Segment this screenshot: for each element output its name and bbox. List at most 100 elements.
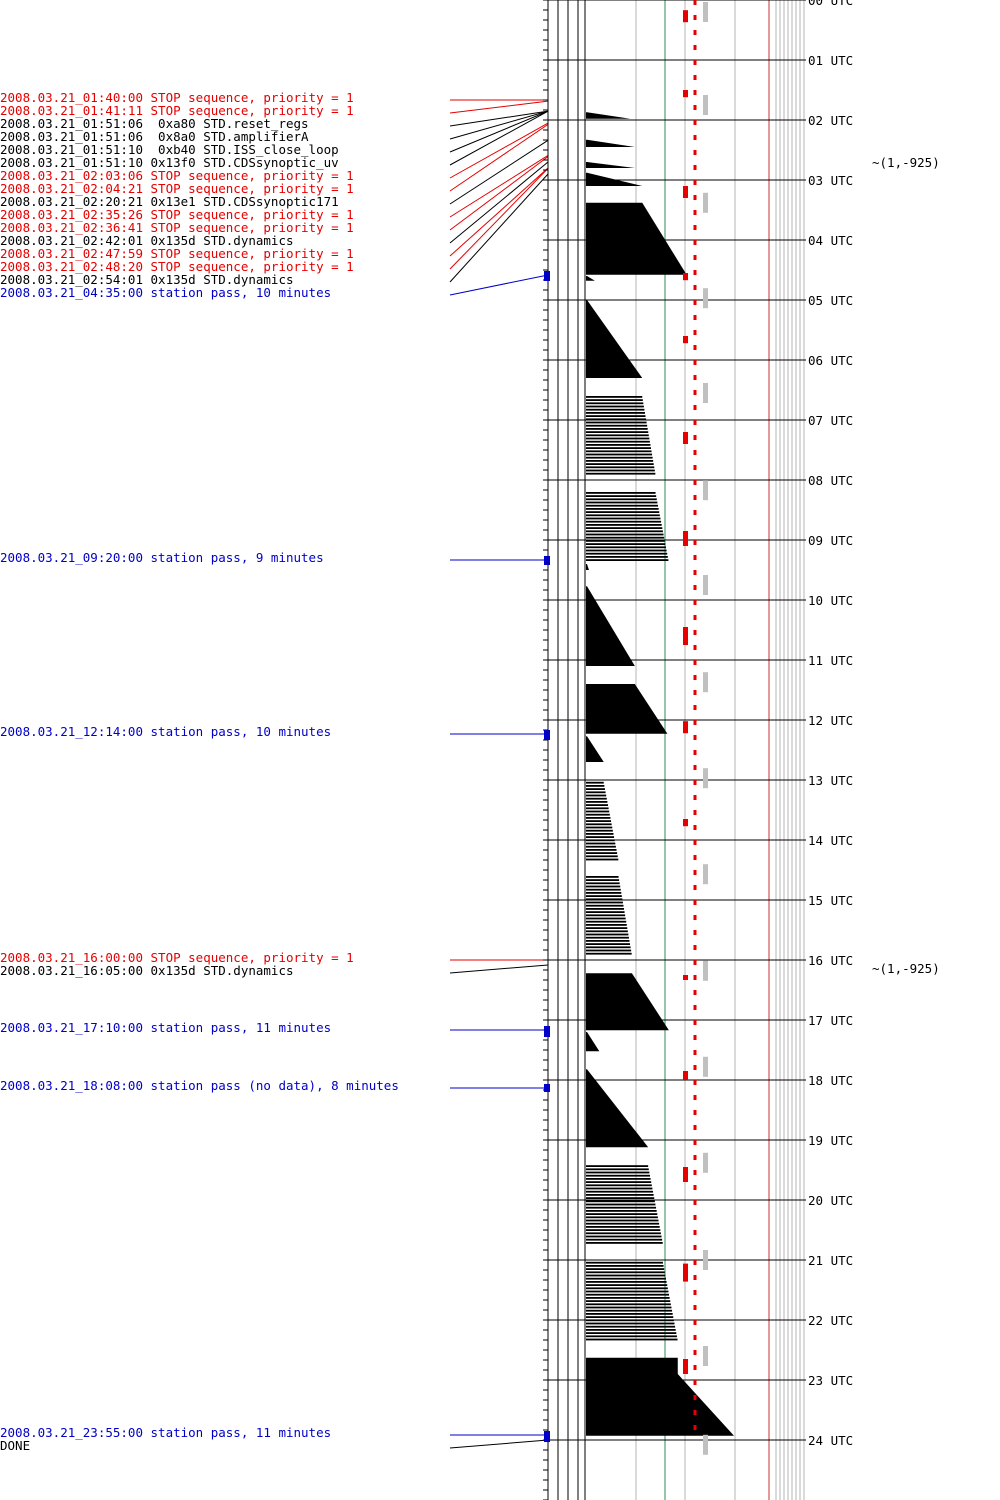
station-pass-marker	[544, 1431, 550, 1443]
activity-stripe	[586, 424, 648, 427]
gray-marker	[703, 1250, 708, 1270]
hour-label: 21 UTC	[808, 1253, 854, 1268]
activity-stripe	[586, 785, 605, 787]
activity-block	[586, 300, 643, 378]
activity-stripe	[586, 1197, 655, 1199]
activity-stripe	[586, 794, 607, 797]
activity-stripe	[586, 1271, 665, 1274]
gray-marker	[703, 1056, 708, 1077]
event-connector	[449, 123, 549, 192]
activity-block	[586, 172, 643, 186]
activity-stripe	[586, 1213, 658, 1215]
event-connector	[449, 156, 549, 231]
activity-block	[586, 1032, 600, 1052]
activity-block	[586, 112, 631, 119]
activity-stripe	[586, 788, 605, 790]
activity-stripe	[586, 1229, 661, 1231]
activity-stripe	[586, 1332, 677, 1334]
activity-stripe	[586, 444, 651, 446]
event-connector	[449, 168, 549, 270]
event-label-command: 2008.03.21_01:51:06 0x8a0 STD.amplifierA	[0, 129, 309, 144]
activity-stripe	[586, 858, 619, 861]
activity-stripe	[586, 855, 618, 858]
hour-label: 05 UTC	[808, 293, 854, 308]
activity-stripe	[586, 533, 664, 536]
gray-marker	[703, 960, 708, 981]
activity-stripe	[586, 514, 660, 517]
activity-stripe	[586, 466, 655, 469]
red-marker	[683, 1167, 688, 1182]
event-label-command: 2008.03.21_01:51:10 0xb40 STD.ISS_close_…	[0, 142, 339, 157]
activity-stripe	[586, 882, 620, 885]
activity-stripe	[586, 952, 632, 955]
event-label-stop: 2008.03.21_02:47:59 STOP sequence, prior…	[0, 246, 354, 261]
gray-marker	[703, 95, 708, 115]
activity-stripe	[586, 1238, 663, 1241]
activity-stripe	[586, 845, 616, 848]
activity-stripe	[586, 402, 644, 405]
activity-stripe	[586, 1235, 662, 1238]
activity-stripe	[586, 1190, 654, 1193]
hour-label: 17 UTC	[808, 1013, 854, 1028]
activity-stripe	[586, 492, 656, 494]
hour-label: 01 UTC	[808, 53, 854, 68]
activity-stripe	[586, 804, 609, 806]
activity-block	[586, 162, 635, 168]
gray-marker	[703, 1434, 708, 1455]
event-list: 2008.03.21_01:40:00 STOP sequence, prior…	[0, 0, 450, 1500]
activity-stripe	[586, 1168, 649, 1171]
activity-stripe	[586, 1313, 673, 1315]
event-connector	[449, 1439, 549, 1449]
activity-stripe	[586, 1316, 674, 1318]
activity-block	[586, 564, 589, 570]
activity-stripe	[586, 879, 620, 881]
gray-marker	[703, 2, 708, 22]
activity-stripe	[586, 1203, 656, 1206]
event-connector	[449, 122, 549, 179]
hour-label: 04 UTC	[808, 233, 854, 248]
activity-stripe	[586, 1242, 663, 1244]
event-connector	[449, 161, 549, 244]
activity-block	[586, 586, 635, 666]
red-marker	[683, 721, 688, 734]
activity-stripe	[586, 930, 628, 933]
activity-stripe	[586, 895, 622, 897]
activity-block	[586, 1374, 734, 1436]
activity-stripe	[586, 396, 643, 398]
activity-stripe	[586, 1187, 653, 1190]
event-label-stop: 2008.03.21_02:04:21 STOP sequence, prior…	[0, 181, 354, 196]
event-label-done: DONE	[0, 1438, 31, 1454]
activity-stripe	[586, 920, 627, 923]
connector-lines	[449, 99, 549, 1449]
activity-stripe	[586, 498, 657, 501]
activity-stripe	[586, 904, 624, 907]
event-label-station: 2008.03.21_12:14:00 station pass, 10 min…	[0, 723, 332, 739]
activity-stripe	[586, 852, 618, 854]
event-label-station: 2008.03.21_23:55:00 station pass, 11 min…	[0, 1425, 332, 1441]
event-label-command: 2008.03.21_01:51:10 0x13f0 STD.CDSsynopt…	[0, 155, 339, 170]
gray-marker	[703, 864, 708, 885]
event-label-command: 2008.03.21_02:42:01 0x135d STD.dynamics	[0, 233, 294, 248]
red-marker	[683, 186, 688, 198]
activity-block	[586, 973, 669, 1031]
activity-stripe	[586, 876, 619, 878]
event-connector	[449, 139, 549, 205]
activity-stripe	[586, 524, 662, 526]
hour-label: 15 UTC	[808, 893, 854, 908]
event-connector	[449, 274, 549, 296]
hour-label: 24 UTC	[808, 1433, 854, 1448]
activity-stripe	[586, 1206, 657, 1209]
station-pass-markers	[544, 270, 550, 1443]
activity-stripe	[586, 1274, 666, 1277]
gray-marker	[703, 383, 708, 403]
activity-stripe	[586, 527, 663, 529]
activity-stripe	[586, 911, 625, 913]
activity-stripe	[586, 447, 651, 449]
activity-stripe	[586, 807, 609, 810]
activity-stripe	[586, 820, 612, 822]
station-pass-marker	[544, 555, 550, 565]
side-note: ~(1,-925)	[872, 155, 940, 170]
activity-stripe	[586, 836, 615, 838]
activity-stripe	[586, 936, 629, 939]
